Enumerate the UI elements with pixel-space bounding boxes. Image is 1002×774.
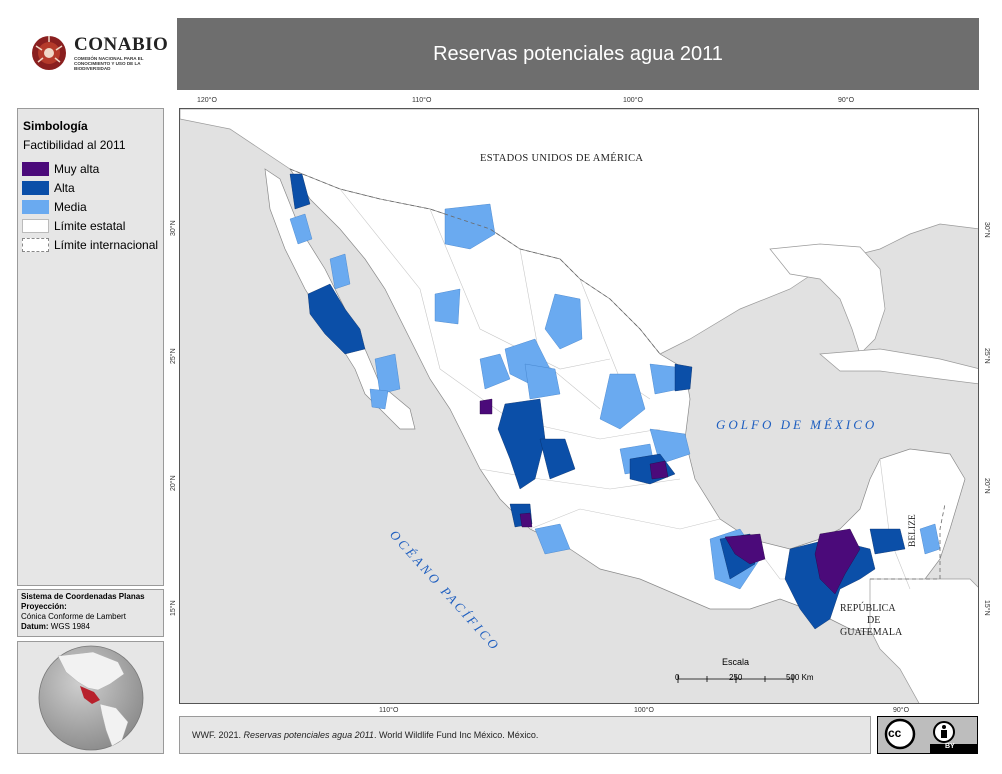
scale-tick-250: 250 xyxy=(729,673,743,682)
tick-left-15: 15°N xyxy=(170,600,177,616)
conabio-logo: CONABIO COMISIÓN NACIONAL PARA EL CONOCI… xyxy=(30,30,170,80)
conabio-emblem-icon xyxy=(32,36,66,70)
scale-tick-500: 500 Km xyxy=(786,673,814,682)
legend-label: Muy alta xyxy=(54,162,100,176)
map-canvas xyxy=(180,109,978,703)
label-gulf: GOLFO DE MÉXICO xyxy=(716,417,878,432)
label-usa: ESTADOS UNIDOS DE AMÉRICA xyxy=(480,153,644,164)
main-map[interactable]: ESTADOS UNIDOS DE AMÉRICA GOLFO DE MÉXIC… xyxy=(179,108,979,704)
tick-right-25: 25°N xyxy=(983,348,990,364)
label-guatemala-3: GUATEMALA xyxy=(840,627,903,638)
legend-label: Límite estatal xyxy=(54,219,126,233)
legend-subheading: Factibilidad al 2011 xyxy=(23,138,126,152)
citation-post: . World Wildlife Fund Inc México. México… xyxy=(373,730,539,740)
logo-name: CONABIO xyxy=(74,34,169,55)
tick-top-100: 100°O xyxy=(623,97,643,104)
tick-top-110: 110°O xyxy=(412,97,432,104)
legend-label: Límite internacional xyxy=(54,238,159,252)
projection-label: Proyección: xyxy=(21,602,67,611)
tick-top-120: 120°O xyxy=(197,97,217,104)
legend-swatch xyxy=(22,219,49,233)
tick-bottom-90: 90°O xyxy=(893,707,910,714)
by-text: BY xyxy=(945,743,955,750)
cc-license-badge[interactable]: cc BY xyxy=(877,716,978,754)
title-bar: Reservas potenciales agua 2011 xyxy=(177,18,979,90)
tick-left-25: 25°N xyxy=(170,348,177,364)
tick-right-30: 30°N xyxy=(983,222,990,238)
cc-by-icon xyxy=(878,717,977,753)
map-title: Reservas potenciales agua 2011 xyxy=(433,43,723,65)
locator-globe-panel xyxy=(17,641,164,754)
logo-subtitle: COMISIÓN NACIONAL PARA EL CONOCIMIENTO Y… xyxy=(74,56,144,72)
projection-value: Cónica Conforme de Lambert xyxy=(21,612,126,621)
legend-label: Media xyxy=(54,200,87,214)
tick-top-90: 90°O xyxy=(838,97,855,104)
projection-box: Sistema de Coordenadas Planas Proyección… xyxy=(17,589,164,637)
citation-pre: WWF. 2021. xyxy=(192,730,244,740)
tick-bottom-100: 100°O xyxy=(634,707,654,714)
locator-globe xyxy=(38,645,144,751)
legend-panel: Simbología Factibilidad al 2011 Muy alta… xyxy=(17,108,164,586)
tick-right-20: 20°N xyxy=(983,478,990,494)
legend-swatch xyxy=(22,162,49,176)
legend-swatch xyxy=(22,200,49,214)
tick-left-20: 20°N xyxy=(170,475,177,491)
cc-text: cc xyxy=(888,726,902,740)
scale-bar xyxy=(677,675,794,683)
tick-bottom-110: 110°O xyxy=(379,707,399,714)
legend-heading: Simbología xyxy=(23,119,88,133)
legend-swatch xyxy=(22,238,49,252)
legend-label: Alta xyxy=(54,181,75,195)
projection-heading: Sistema de Coordenadas Planas xyxy=(21,592,145,601)
tick-right-15: 15°N xyxy=(983,600,990,616)
label-belize: BELIZE xyxy=(908,514,918,547)
datum-value: WGS 1984 xyxy=(50,622,90,631)
citation-title: Reservas potenciales agua 2011 xyxy=(243,730,374,740)
tick-left-30: 30°N xyxy=(170,220,177,236)
datum-label: Datum: xyxy=(21,622,49,631)
scale-tick-0: 0 xyxy=(675,673,680,682)
label-guatemala-2: DE xyxy=(867,615,881,626)
legend-swatch xyxy=(22,181,49,195)
citation: WWF. 2021. Reservas potenciales agua 201… xyxy=(179,716,871,754)
label-guatemala-1: REPÚBLICA xyxy=(840,603,896,614)
scale-title: Escala xyxy=(722,657,750,667)
